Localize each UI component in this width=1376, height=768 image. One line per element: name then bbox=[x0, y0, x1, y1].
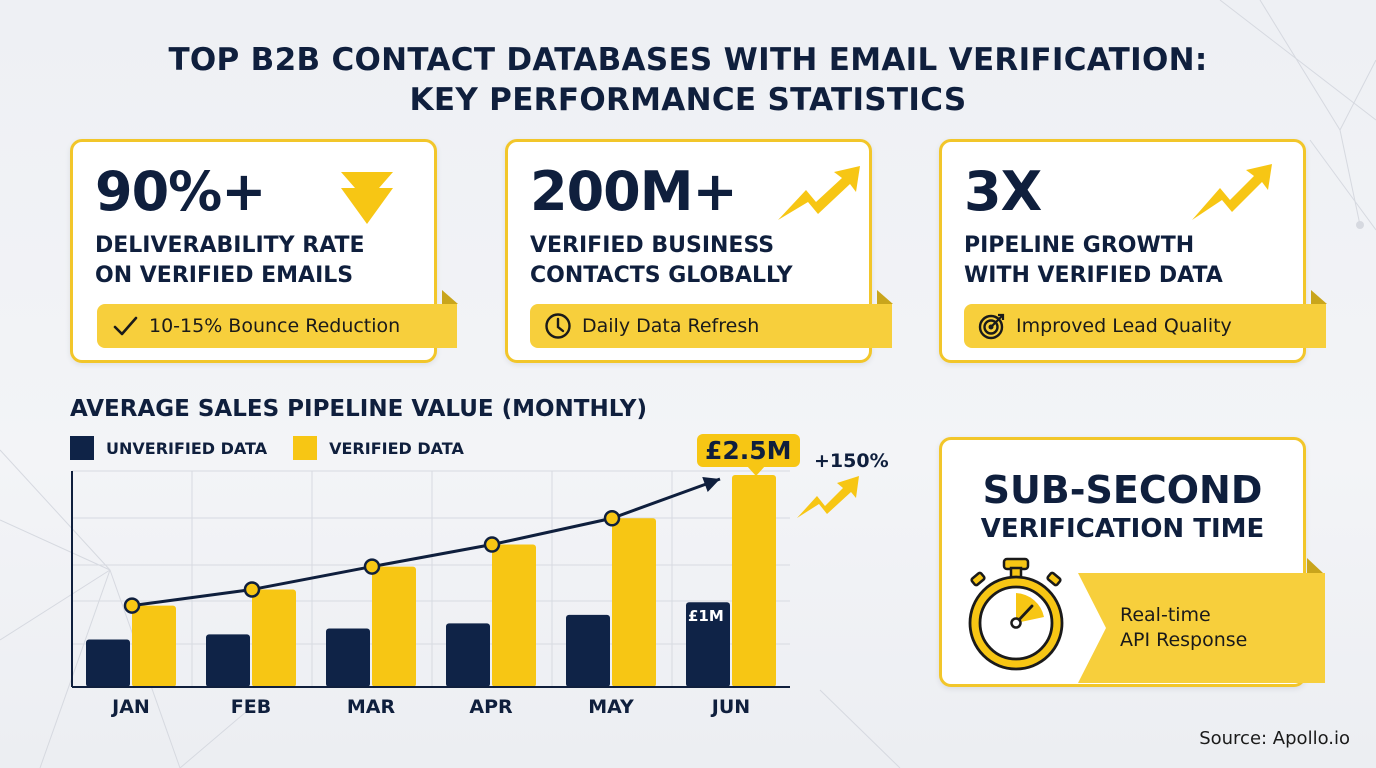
trend-marker bbox=[363, 558, 381, 575]
verification-time-card: SUB-SECOND VERIFICATION TIME Real-time A… bbox=[939, 437, 1325, 687]
ribbon-fold bbox=[877, 290, 893, 304]
trend-up-arrow-icon bbox=[778, 166, 860, 220]
trend-marker bbox=[483, 536, 501, 553]
legend-swatch-yellow bbox=[293, 436, 318, 460]
ribbon-line-1: Real-time bbox=[1120, 604, 1211, 626]
ribbon-line-2: API Response bbox=[1120, 629, 1248, 651]
chart-grid bbox=[72, 470, 790, 687]
trend-arrowhead bbox=[702, 476, 720, 492]
stat-label: PIPELINE GROWTH WITH VERIFIED DATA bbox=[964, 231, 1223, 291]
chart-legend: UNVERIFIED DATA VERIFIED DATA bbox=[70, 436, 490, 460]
growth-percent: +150% bbox=[814, 450, 889, 472]
peak-value-callout: £2.5M bbox=[697, 434, 800, 476]
stat-value: 3X bbox=[964, 160, 1042, 223]
stat-badge: Improved Lead Quality bbox=[964, 290, 1327, 348]
source-citation: Source: Apollo.io bbox=[1199, 728, 1350, 749]
bar-unverified bbox=[206, 634, 250, 687]
bar-unverified bbox=[446, 623, 490, 687]
page-title: TOP B2B CONTACT DATABASES WITH EMAIL VER… bbox=[0, 40, 1376, 120]
down-arrow-icon bbox=[341, 172, 393, 224]
bar-verified bbox=[132, 605, 176, 687]
stat-badge: Daily Data Refresh bbox=[530, 290, 893, 348]
trend-marker bbox=[243, 581, 261, 598]
verification-ribbon: Real-time API Response bbox=[1078, 573, 1325, 683]
trend-marker bbox=[123, 597, 141, 614]
stat-card-pipeline-growth: 3X PIPELINE GROWTH WITH VERIFIED DATA Im… bbox=[939, 139, 1327, 363]
ribbon-fold bbox=[442, 290, 458, 304]
title-line-1: TOP B2B CONTACT DATABASES WITH EMAIL VER… bbox=[168, 42, 1208, 78]
stat-card-deliverability: 90%+ DELIVERABILITY RATE ON VERIFIED EMA… bbox=[70, 139, 458, 363]
verification-title-line-2: VERIFICATION TIME bbox=[980, 514, 1265, 544]
stat-label-line-1: PIPELINE GROWTH bbox=[964, 233, 1195, 258]
stat-card-contacts: 200M+ VERIFIED BUSINESS CONTACTS GLOBALL… bbox=[505, 139, 893, 363]
legend-item-unverified: UNVERIFIED DATA bbox=[70, 436, 267, 460]
verification-subtitle: VERIFICATION TIME bbox=[942, 512, 1303, 546]
verification-title-line-1: SUB-SECOND bbox=[982, 468, 1263, 512]
bar-verified bbox=[372, 566, 416, 687]
x-axis-label: MAR bbox=[346, 696, 396, 718]
stat-value: 90%+ bbox=[95, 160, 266, 223]
stat-label-line-2: ON VERIFIED EMAILS bbox=[95, 263, 354, 288]
x-axis-label: FEB bbox=[230, 696, 272, 718]
legend-swatch-navy bbox=[70, 436, 94, 460]
trend-up-arrow-icon bbox=[797, 476, 859, 518]
badge-text: Improved Lead Quality bbox=[1016, 315, 1232, 337]
bar-verified bbox=[732, 475, 776, 687]
badge-text: Daily Data Refresh bbox=[582, 315, 760, 337]
bar-unverified bbox=[86, 639, 130, 687]
stopwatch-icon bbox=[968, 557, 1064, 671]
bar-unverified bbox=[326, 628, 370, 687]
stat-label: VERIFIED BUSINESS CONTACTS GLOBALLY bbox=[530, 231, 793, 291]
bar-unverified bbox=[686, 602, 730, 687]
stat-label-line-2: WITH VERIFIED DATA bbox=[964, 263, 1223, 288]
stat-label-line-2: CONTACTS GLOBALLY bbox=[530, 263, 793, 288]
inbar-value-label: £1M bbox=[688, 607, 724, 625]
legend-item-verified: VERIFIED DATA bbox=[293, 436, 464, 460]
legend-label: VERIFIED DATA bbox=[329, 438, 464, 458]
stat-label-line-1: DELIVERABILITY RATE bbox=[95, 233, 365, 258]
bar-verified bbox=[492, 544, 536, 687]
title-line-2: KEY PERFORMANCE STATISTICS bbox=[409, 82, 967, 118]
ribbon-fold bbox=[1311, 290, 1327, 304]
chart-title: AVERAGE SALES PIPELINE VALUE (MONTHLY) bbox=[70, 396, 647, 422]
stat-badge: 10-15% Bounce Reduction bbox=[97, 290, 458, 348]
x-axis-label: MAY bbox=[588, 696, 634, 718]
bar-unverified bbox=[566, 614, 610, 687]
stat-label: DELIVERABILITY RATE ON VERIFIED EMAILS bbox=[95, 231, 365, 291]
legend-label: UNVERIFIED DATA bbox=[106, 438, 268, 458]
x-axis-label: JUN bbox=[711, 696, 751, 718]
badge-text: 10-15% Bounce Reduction bbox=[149, 315, 401, 337]
target-icon bbox=[978, 312, 1006, 340]
trend-up-arrow-icon bbox=[1192, 164, 1272, 220]
x-axis-label: JAN bbox=[112, 696, 150, 718]
x-axis-label: APR bbox=[469, 696, 513, 718]
trend-line bbox=[131, 477, 721, 608]
checkmark-icon bbox=[111, 312, 139, 340]
stat-value: 200M+ bbox=[530, 160, 738, 223]
stat-label-line-1: VERIFIED BUSINESS bbox=[530, 233, 775, 258]
clock-icon bbox=[544, 312, 572, 340]
bar-verified bbox=[612, 518, 656, 687]
ribbon-fold bbox=[1307, 558, 1323, 573]
trend-marker bbox=[603, 509, 621, 527]
verification-title: SUB-SECOND bbox=[942, 468, 1303, 512]
bar-verified bbox=[252, 589, 296, 687]
